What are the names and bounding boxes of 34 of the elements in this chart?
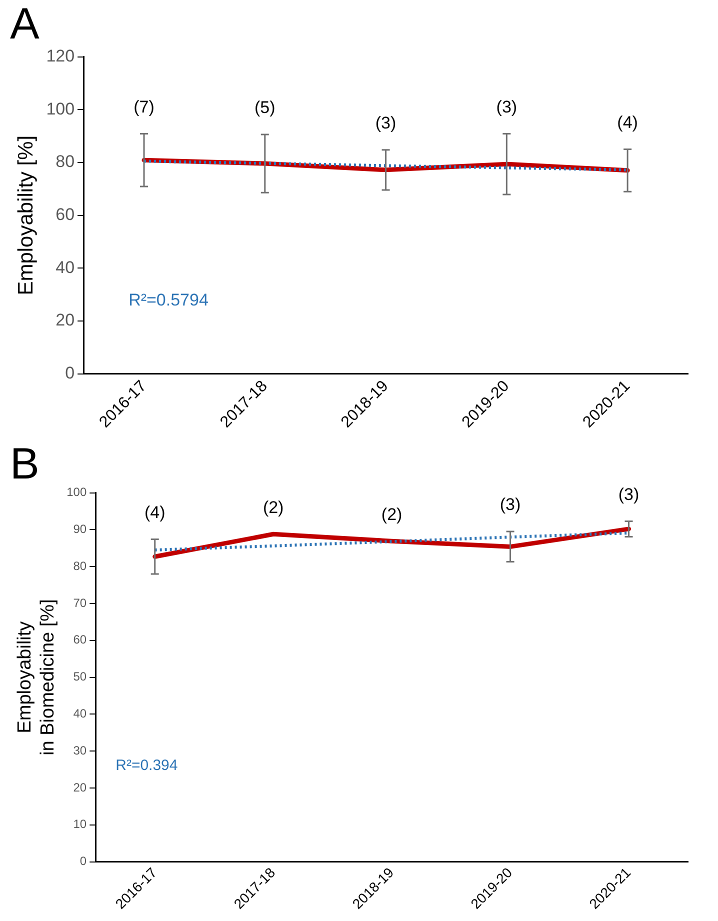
y-tick-label: 100	[66, 485, 87, 500]
y-tick-label: 80	[73, 558, 87, 573]
y-tick-label: 40	[56, 258, 75, 277]
y-axis-title: Employability in Biomedicine [%]	[14, 599, 58, 756]
y-tick-label: 20	[56, 310, 75, 330]
annotation: (5)	[254, 98, 276, 118]
annotation: (3)	[496, 97, 518, 116]
y-tick-label: 30	[73, 743, 87, 758]
y-tick-label: 60	[73, 632, 87, 647]
y-tick-label: 0	[80, 854, 87, 868]
y-tick-label: 20	[73, 780, 87, 794]
y-tick-label: 0	[65, 364, 75, 383]
y-tick-label: 60	[56, 205, 75, 224]
annotation: R²=0.5794	[128, 290, 208, 310]
annotation: (3)	[618, 484, 640, 504]
annotation: (3)	[375, 114, 396, 133]
chart-title: B	[10, 440, 40, 489]
y-tick-label: 80	[56, 152, 75, 172]
y-tick-label: 10	[73, 817, 87, 832]
y-tick-label: 90	[73, 522, 87, 536]
annotation: (4)	[617, 112, 638, 132]
annotation: (3)	[500, 495, 521, 514]
y-tick-label: 50	[73, 670, 87, 684]
y-tick-label: 120	[46, 46, 75, 66]
y-axis-title: Employability [%]	[14, 135, 38, 296]
chart-title: A	[10, 0, 40, 49]
y-tick-label: 70	[73, 596, 87, 610]
annotation: (7)	[134, 97, 154, 116]
annotation: (2)	[262, 498, 284, 517]
y-tick-label: 100	[46, 99, 75, 118]
annotation: (4)	[144, 502, 166, 522]
y-tick-label: 40	[73, 706, 87, 721]
annotation: (2)	[381, 504, 402, 524]
annotation: R²=0.394	[116, 756, 178, 774]
